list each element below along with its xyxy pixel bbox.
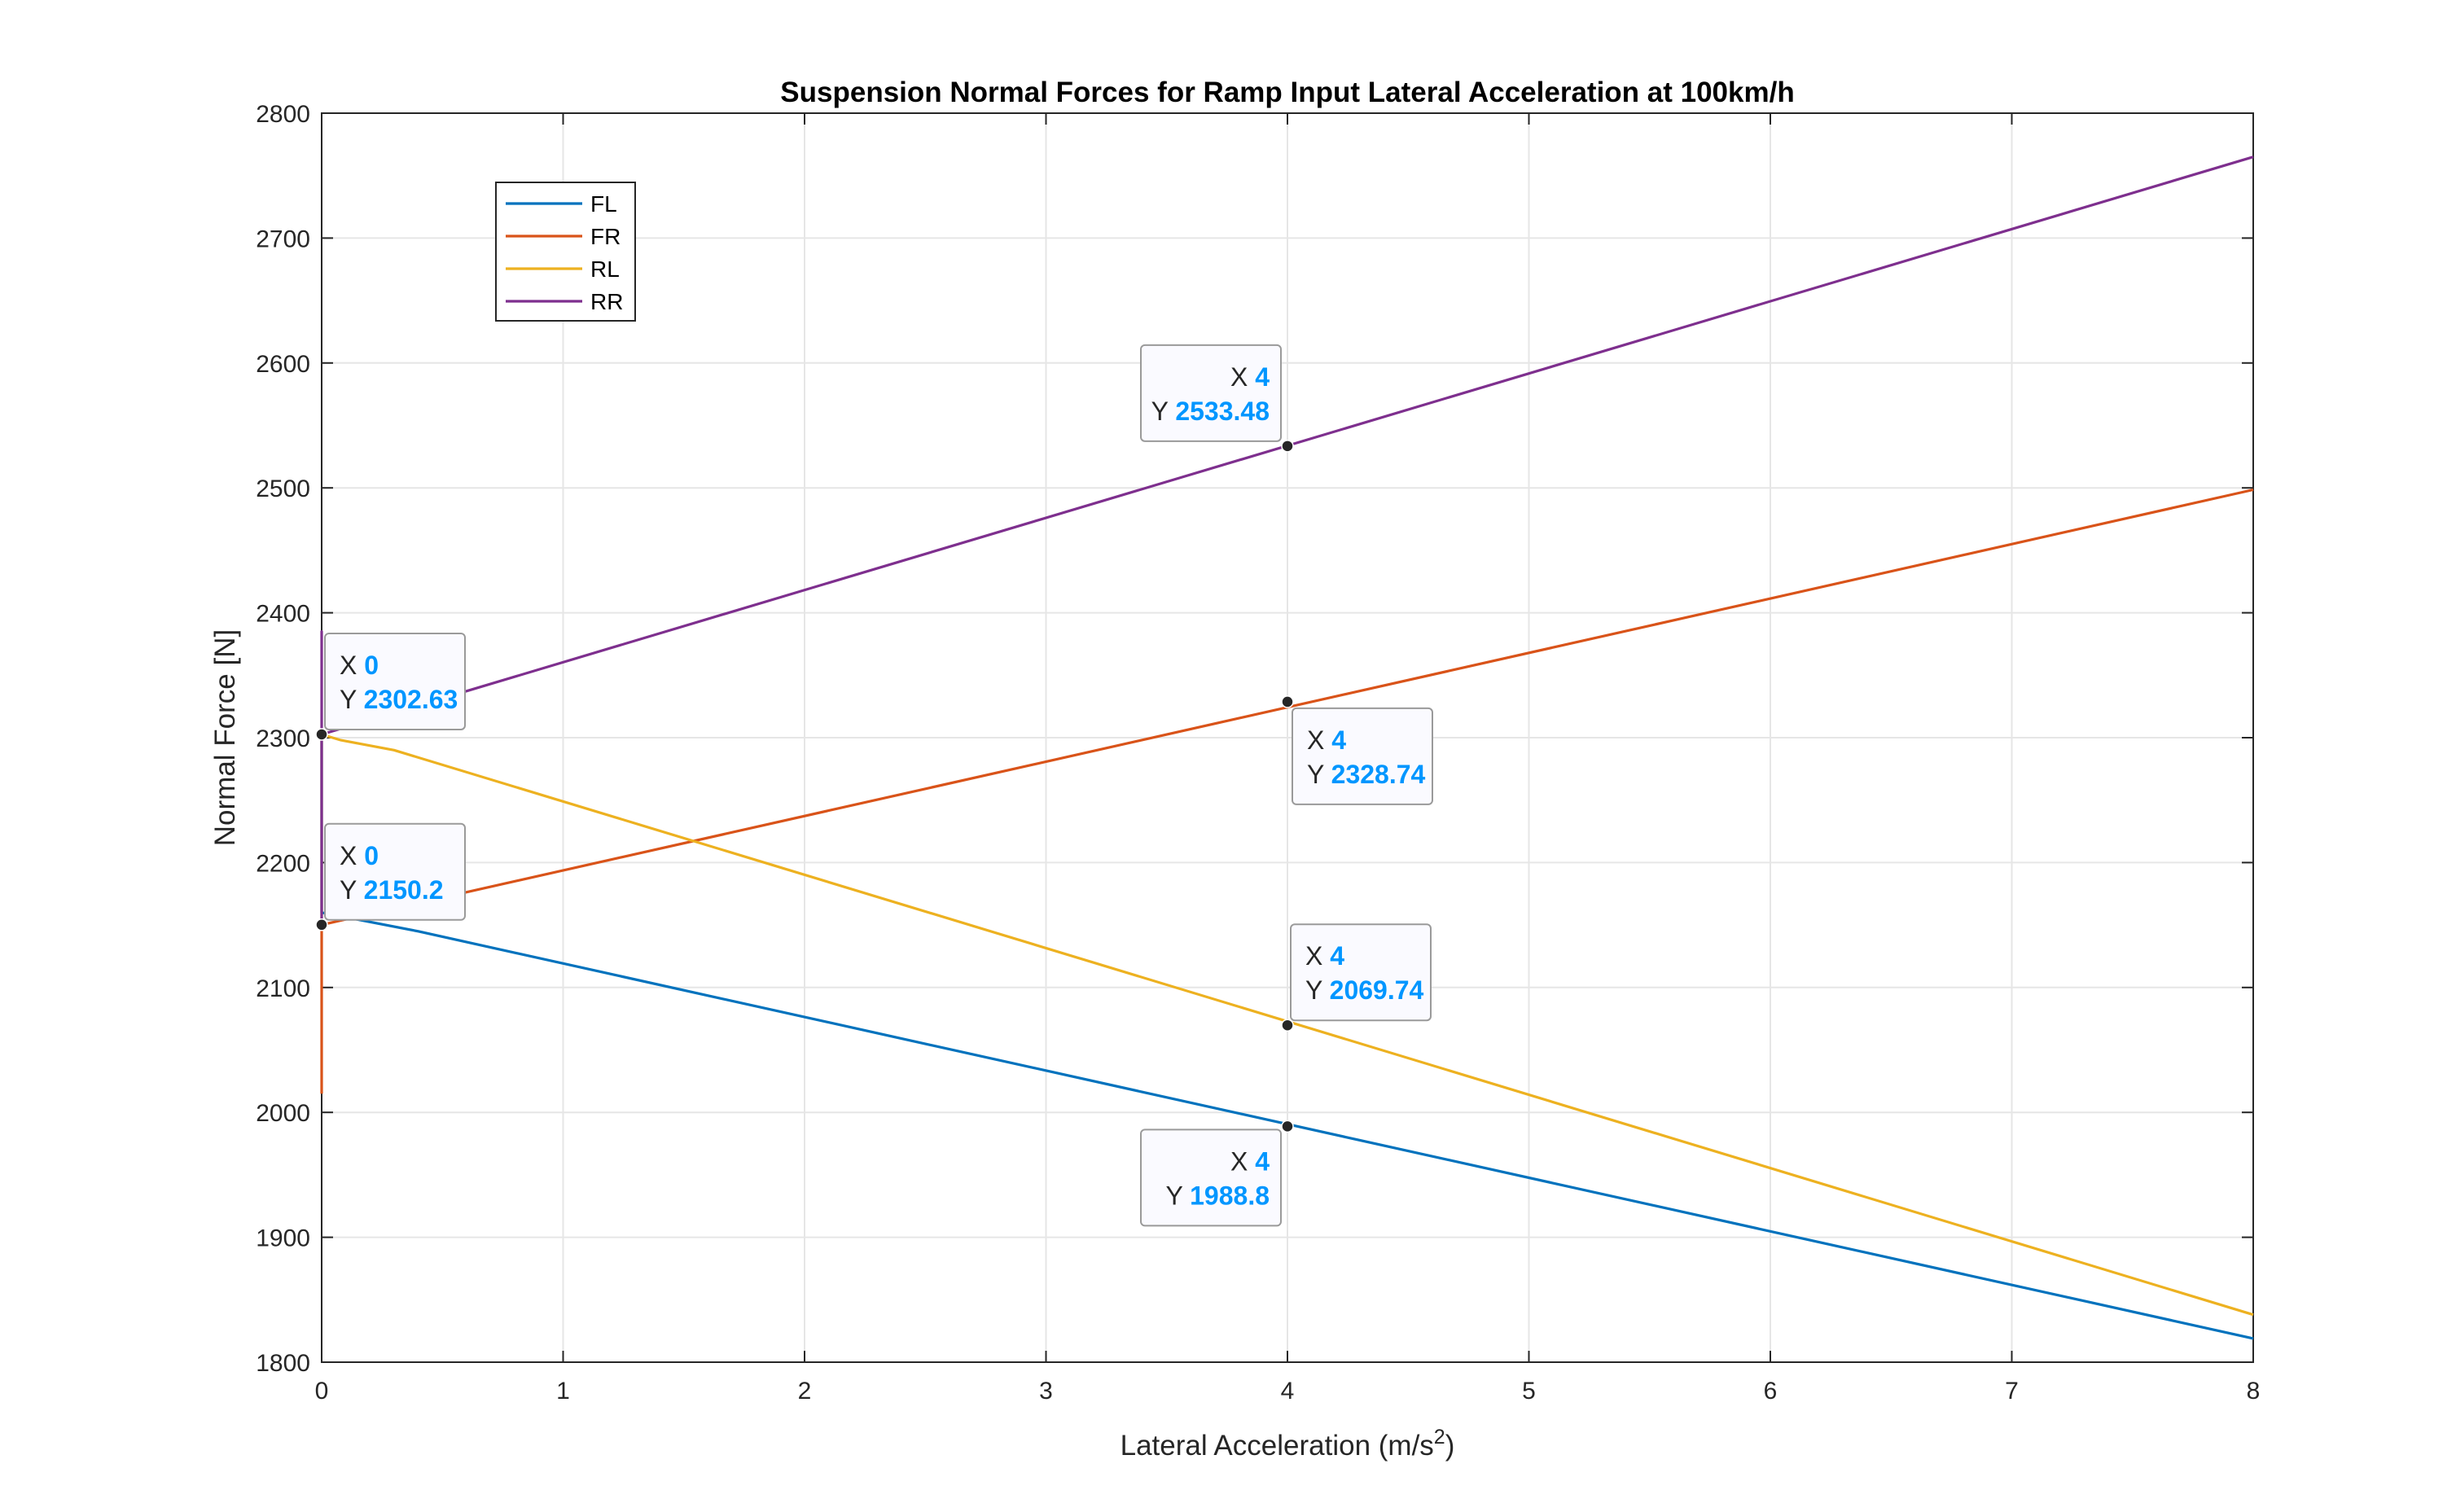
datatip-marker[interactable]	[1281, 440, 1294, 453]
datatip[interactable]: X 4Y 2328.74	[1281, 695, 1433, 805]
datatip-key: X	[1230, 1146, 1255, 1176]
x-tick-label: 4	[1281, 1378, 1295, 1405]
y-tick-label: 2700	[256, 226, 310, 252]
data-tips: X 4Y 2533.48X 0Y 2302.63X 4Y 2328.74X 0Y…	[315, 344, 1433, 1227]
datatip-value: 0	[364, 651, 379, 680]
x-tick-label: 5	[1522, 1378, 1536, 1405]
datatip-value: 4	[1330, 941, 1344, 971]
axis-ticks: 0 1 2 3 4 5 6 7 8 1800 1900 2000 2100 2200 2300 2400 250…	[256, 101, 2260, 1405]
datatip-y-row: Y 2533.48	[1151, 397, 1270, 426]
y-tick-label: 2200	[256, 850, 310, 877]
datatip-box	[324, 632, 466, 730]
datatip-box	[1292, 707, 1433, 805]
x-axis-label-superscript: 2	[1434, 1426, 1445, 1448]
datatip-x-row: X 4	[1307, 725, 1346, 755]
datatip-x-row: X 0	[340, 841, 379, 870]
datatip-key: Y	[340, 875, 364, 905]
datatip-box	[324, 822, 466, 921]
datatip-key: Y	[340, 685, 364, 714]
datatip-key: Y	[1165, 1181, 1190, 1210]
datatip-value: 4	[1255, 1146, 1270, 1176]
datatip-box	[1140, 1129, 1282, 1227]
datatip-key: X	[340, 651, 364, 680]
grid-lines	[321, 112, 2254, 1363]
x-axis-label-close: )	[1445, 1430, 1455, 1462]
datatip-marker[interactable]	[315, 918, 328, 931]
datatip-y-row: Y 2150.2	[340, 875, 444, 905]
datatip-value: 2533.48	[1175, 397, 1270, 426]
x-axis-label-text: Lateral Acceleration (m/s	[1121, 1430, 1434, 1462]
datatip-value: 2150.2	[364, 875, 444, 905]
datatip-value: 2328.74	[1331, 760, 1426, 789]
legend-label-fr: FR	[590, 224, 621, 249]
x-axis-label: Lateral Acceleration (m/s2)	[1121, 1426, 1455, 1462]
datatip[interactable]: X 0Y 2302.63	[315, 632, 466, 741]
x-tick-label: 1	[556, 1378, 570, 1405]
datatip-x-row: X 0	[340, 651, 379, 680]
datatip-value: 2302.63	[364, 685, 458, 714]
datatip-y-row: Y 2302.63	[340, 685, 458, 714]
x-tick-label: 0	[315, 1378, 329, 1405]
datatip-key: Y	[1151, 397, 1176, 426]
datatip-value: 2069.74	[1330, 975, 1424, 1005]
datatip-key: X	[340, 841, 364, 870]
legend-label-rr: RR	[590, 289, 623, 314]
datatip-y-row: Y 2328.74	[1307, 760, 1426, 789]
datatip-y-row: Y 1988.8	[1165, 1181, 1270, 1210]
legend-label-fl: FL	[590, 191, 617, 217]
datatip[interactable]: X 4 Y 1988.8	[1140, 1120, 1294, 1227]
y-tick-label: 2300	[256, 725, 310, 752]
datatip-x-row: X 4	[1230, 1146, 1270, 1176]
datatip-x-row: X 4	[1305, 941, 1344, 971]
y-tick-label: 1800	[256, 1350, 310, 1377]
datatip-key: Y	[1307, 760, 1331, 789]
legend[interactable]: FL FR RL RR	[495, 182, 636, 322]
datatip-value: 1988.8	[1190, 1181, 1270, 1210]
chart-title: Suspension Normal Forces for Ramp Input …	[780, 77, 1794, 108]
y-tick-label: 2000	[256, 1100, 310, 1127]
datatip-key: X	[1230, 362, 1255, 392]
datatip-y-row: Y 2069.74	[1305, 975, 1424, 1005]
x-tick-label: 2	[798, 1378, 812, 1405]
datatip-marker[interactable]	[315, 728, 328, 741]
datatip-value: 4	[1331, 725, 1346, 755]
datatip-marker[interactable]	[1281, 695, 1294, 708]
y-tick-label: 2800	[256, 101, 310, 128]
datatip[interactable]: X 4 Y 2533.48	[1140, 344, 1294, 453]
y-tick-label: 2100	[256, 975, 310, 1002]
datatip-key: Y	[1305, 975, 1330, 1005]
datatip-x-row: X 4	[1230, 362, 1270, 392]
datatip-marker[interactable]	[1281, 1019, 1294, 1032]
legend-box	[495, 182, 636, 322]
x-tick-label: 6	[1764, 1378, 1778, 1405]
datatip-key: X	[1305, 941, 1330, 971]
datatip[interactable]: X 4Y 2069.74	[1281, 923, 1432, 1032]
y-tick-label: 1900	[256, 1225, 310, 1252]
y-tick-label: 2500	[256, 476, 310, 502]
y-tick-label: 2400	[256, 601, 310, 628]
datatip-box	[1140, 344, 1282, 442]
datatip-value: 0	[364, 841, 379, 870]
x-tick-label: 8	[2247, 1378, 2261, 1405]
y-axis-label: Normal Force [N]	[209, 629, 241, 846]
datatip-key: X	[1307, 725, 1331, 755]
datatip-value: 4	[1255, 362, 1270, 392]
legend-label-rl: RL	[590, 256, 620, 282]
datatip-marker[interactable]	[1281, 1120, 1294, 1133]
datatip-box	[1290, 923, 1432, 1022]
x-tick-label: 3	[1039, 1378, 1053, 1405]
datatip[interactable]: X 0Y 2150.2	[315, 822, 466, 931]
y-tick-label: 2600	[256, 351, 310, 378]
x-tick-label: 7	[2005, 1378, 2019, 1405]
